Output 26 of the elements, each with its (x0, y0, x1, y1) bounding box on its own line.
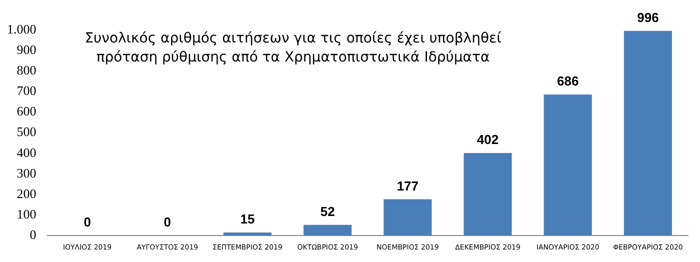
y-tick-label: 800 (16, 62, 36, 78)
y-tick-label: 600 (16, 104, 36, 119)
y-tick-label: 500 (16, 124, 36, 140)
y-tick-label: 100 (16, 206, 36, 222)
y-tick-label: 400 (16, 144, 36, 160)
bar (223, 232, 272, 236)
data-label: 402 (476, 132, 499, 148)
data-label: 15 (240, 212, 255, 227)
data-label: 0 (84, 214, 91, 230)
bar (464, 152, 512, 236)
y-tick-label: 1.000 (7, 21, 36, 36)
y-tick-label: 700 (16, 83, 36, 98)
y-tick-label: 0 (30, 227, 36, 242)
y-tick-label: 300 (16, 165, 36, 180)
data-label: 686 (557, 74, 579, 89)
data-label: 0 (164, 214, 172, 230)
bar (624, 30, 672, 236)
data-label: 52 (320, 204, 335, 219)
y-tick-label: 900 (16, 42, 36, 57)
data-label: 996 (637, 10, 659, 25)
bar (544, 94, 592, 236)
data-label: 177 (396, 178, 419, 194)
text: Συνολικός αριθμός αιτήσεων για τις οποίες έχει υποβληθεί πρόταση ρύθμισης από τα Χρηματοπιστωτικά Ιδρύματα (84, 30, 502, 66)
bar (384, 199, 432, 236)
y-tick-label: 200 (16, 186, 36, 201)
bar (304, 224, 352, 236)
